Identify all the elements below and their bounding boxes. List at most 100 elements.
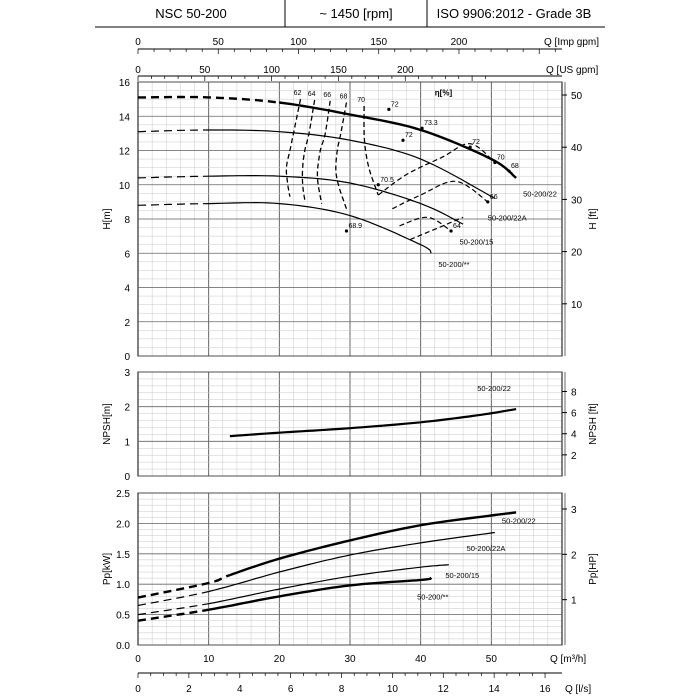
x2-tick-label: 8 [339, 684, 345, 695]
y-tick-label: 12 [119, 147, 131, 158]
x2-axis-title: Q [l/s] [565, 684, 591, 695]
efficiency-label: 72 [405, 132, 413, 139]
y-tick-label: 1.5 [116, 550, 130, 561]
x-axis-title: Q [m³/h] [550, 654, 586, 665]
power-curve [208, 531, 495, 593]
series-label: 50-200/15 [460, 238, 494, 247]
x2-tick-label: 0 [135, 684, 141, 695]
y-tick-label: 4 [124, 284, 130, 295]
efficiency-point [486, 200, 490, 204]
standard-title: ISO 9906:2012 - Grade 3B [436, 5, 592, 21]
top-axis-us-label: 200 [397, 65, 414, 76]
x-tick-label: 20 [274, 654, 286, 665]
head-curve-dashed [137, 129, 209, 133]
efficiency-point [344, 229, 349, 233]
series-label: 50-200/22A [467, 544, 506, 553]
power-curve [229, 511, 517, 577]
head-curve-dashed [138, 95, 280, 104]
right-axis-tick-label: 40 [571, 143, 583, 154]
head-curve-dashed [137, 175, 209, 179]
y-axis-title-right: H [ft] [588, 208, 599, 229]
y-axis-title: H[m] [102, 208, 113, 229]
y-axis-title: NPSH[m] [102, 403, 113, 445]
y-tick-label: 1 [124, 437, 130, 448]
iso-efficiency-curve [285, 98, 302, 197]
x2-tick-label: 6 [288, 684, 294, 695]
x2-tick-label: 10 [387, 684, 399, 695]
y-tick-label: 10 [119, 181, 131, 192]
efficiency-point [420, 126, 424, 130]
series-label: 50-200/** [417, 592, 448, 601]
right-axis-tick-label: 30 [571, 195, 583, 206]
top-axis-us-label: 150 [330, 65, 347, 76]
npsh-curve [229, 408, 517, 438]
right-axis-tick-label: 4 [571, 430, 577, 441]
iso-efficiency-label: 70 [357, 97, 365, 104]
y-tick-label: 3 [124, 368, 130, 379]
series-label: 50-200/22A [488, 214, 527, 223]
efficiency-label: 70.5 [380, 177, 394, 184]
right-axis-tick-label: 3 [571, 505, 577, 516]
y-tick-label: 2 [124, 403, 130, 414]
y-tick-label: 16 [119, 78, 131, 89]
y-tick-label: 8 [124, 215, 130, 226]
y-tick-label: 0.0 [116, 641, 130, 652]
model-title: NSC 50-200 [155, 5, 227, 21]
efficiency-label: 66 [490, 194, 498, 201]
series-label: 50-200/22 [477, 384, 511, 393]
efficiency-label: 70 [497, 154, 505, 161]
series-label: 50-200/22 [502, 516, 536, 525]
right-axis-tick-label: 2 [571, 451, 577, 462]
power-curve [208, 576, 432, 611]
efficiency-label: 68 [511, 163, 519, 170]
y-tick-label: 1.0 [116, 580, 130, 591]
series-label: 50-200/15 [445, 571, 479, 580]
x-tick-label: 30 [344, 654, 356, 665]
top-axis-us-label: 0 [135, 65, 141, 76]
iso-efficiency-curve [377, 143, 496, 196]
top-axis-imp-title: Q [Imp gpm] [544, 37, 599, 48]
efficiency-point [387, 107, 391, 111]
series-label: 50-200/22 [523, 190, 557, 199]
speed-title: ~ 1450 [rpm] [319, 5, 393, 21]
iso-efficiency-curve [399, 216, 452, 232]
iso-efficiency-curve [301, 99, 316, 201]
x-tick-label: 10 [203, 654, 215, 665]
iso-efficiency-label: 62 [294, 90, 302, 97]
iso-efficiency-curve [335, 102, 348, 209]
efficiency-label: 64 [453, 223, 461, 230]
x-tick-label: 50 [486, 654, 498, 665]
top-axis-us-label: 100 [263, 65, 280, 76]
efficiency-label: 72 [472, 139, 480, 146]
y-tick-label: 2.5 [116, 489, 130, 500]
x2-tick-label: 12 [438, 684, 450, 695]
x-tick-label: 0 [135, 654, 141, 665]
y-axis-title-right: Pp[HP] [588, 553, 599, 585]
y-tick-label: 0 [124, 352, 130, 363]
efficiency-point [507, 169, 511, 173]
y-tick-label: 14 [119, 112, 131, 123]
efficiency-point [401, 138, 405, 142]
y-tick-label: 0 [124, 472, 130, 483]
iso-efficiency-curve [409, 216, 464, 241]
iso-efficiency-label: 66 [323, 92, 331, 99]
top-axis-imp-label: 0 [135, 37, 141, 48]
series-label: 50-200/** [438, 260, 469, 269]
top-axis-imp-label: 100 [290, 37, 307, 48]
right-axis-tick-label: 8 [571, 387, 577, 398]
top-axis-imp-label: 50 [213, 37, 225, 48]
x-tick-label: 40 [415, 654, 427, 665]
head-curve [208, 129, 496, 200]
y-axis-title: Pp[kW] [102, 553, 113, 585]
efficiency-label: 72 [391, 101, 399, 108]
x2-tick-label: 14 [489, 684, 501, 695]
efficiency-label: 73.3 [424, 120, 438, 127]
y-tick-label: 6 [124, 249, 130, 260]
efficiency-point [376, 183, 380, 187]
right-axis-tick-label: 50 [571, 91, 583, 102]
right-axis-tick-label: 1 [571, 596, 577, 607]
right-axis-tick-label: 10 [571, 300, 583, 311]
y-tick-label: 2 [124, 318, 130, 329]
top-axis-us-title: Q [US gpm] [546, 65, 598, 76]
